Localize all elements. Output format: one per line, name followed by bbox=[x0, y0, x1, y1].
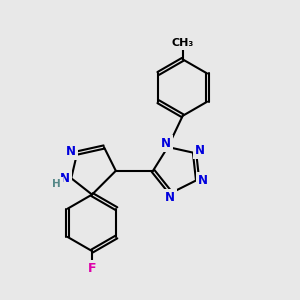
Text: CH₃: CH₃ bbox=[172, 38, 194, 48]
Text: N: N bbox=[161, 137, 171, 150]
Text: N: N bbox=[195, 144, 205, 157]
Text: N: N bbox=[198, 174, 208, 187]
Text: F: F bbox=[88, 262, 96, 275]
Text: N: N bbox=[60, 172, 70, 185]
Text: N: N bbox=[165, 191, 175, 204]
Text: N: N bbox=[66, 145, 76, 158]
Text: H: H bbox=[52, 178, 61, 189]
